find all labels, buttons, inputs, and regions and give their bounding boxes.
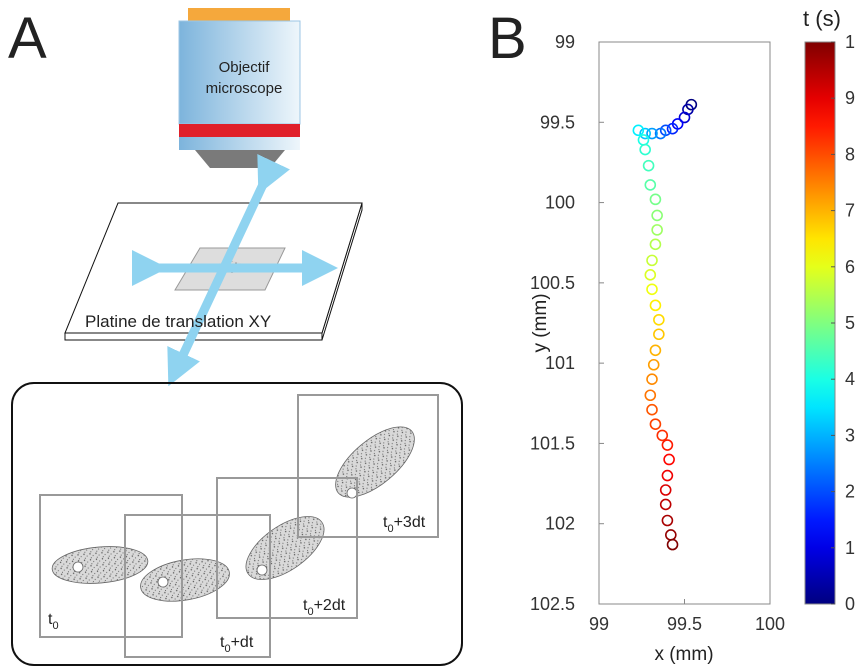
- point: [659, 484, 672, 496]
- point: [654, 127, 667, 140]
- colorbar-tick-label: 0: [845, 594, 855, 614]
- x-tick-label: 100: [755, 614, 785, 634]
- point: [646, 283, 658, 296]
- point: [661, 514, 674, 527]
- y-tick-label: 100: [545, 193, 575, 213]
- frame-t: t: [383, 514, 388, 531]
- objective-label: Objectif: [219, 59, 271, 76]
- colorbar: [804, 41, 836, 605]
- colorbar-tick-label: 10: [845, 32, 855, 52]
- frame-suffix: +3dt: [394, 514, 426, 531]
- point: [649, 238, 662, 251]
- y-tick-label: 102: [545, 514, 575, 534]
- colorbar-tick-label: 6: [845, 257, 855, 277]
- y-tick-label: 101.5: [530, 433, 575, 453]
- point: [644, 269, 657, 281]
- frame-sub: 0: [52, 620, 58, 632]
- frame-label: t0+2dt: [303, 597, 346, 618]
- point: [649, 418, 662, 430]
- colorbar-tick-label: 1: [845, 538, 855, 558]
- point: [646, 403, 658, 416]
- x-tick-label: 99: [589, 614, 609, 634]
- point: [639, 143, 651, 156]
- point: [656, 429, 669, 442]
- point: [651, 209, 663, 222]
- stage-label: Platine de translation XY: [85, 312, 271, 331]
- point: [637, 134, 650, 146]
- point: [644, 179, 657, 191]
- point: [666, 122, 679, 135]
- y-tick-label: 102.5: [530, 594, 575, 614]
- colorbar-tick-label: 8: [845, 144, 855, 164]
- frame-suffix: +dt: [231, 634, 254, 651]
- point: [647, 358, 660, 371]
- point: [651, 224, 663, 236]
- point: [649, 193, 662, 206]
- colorbar-tick-label: 7: [845, 201, 855, 221]
- arrows: [132, 154, 338, 387]
- point: [646, 254, 658, 267]
- point: [646, 127, 658, 140]
- colorbar-title: t (s): [803, 6, 841, 31]
- y-tick-label: 101: [545, 353, 575, 373]
- y-tick-label: 99: [555, 32, 575, 52]
- point: [659, 498, 672, 511]
- x-axis-label: x (mm): [654, 644, 713, 665]
- point: [663, 453, 675, 466]
- frame-sub: 0: [224, 643, 230, 655]
- point: [678, 111, 691, 124]
- point: [653, 328, 665, 341]
- frames: [39, 394, 439, 658]
- frame-sub: 0: [307, 606, 313, 618]
- y-axis-label: y (mm): [530, 293, 551, 352]
- colorbar-tick-label: 4: [845, 369, 855, 389]
- point: [653, 313, 665, 326]
- point: [649, 344, 662, 357]
- point: [644, 389, 657, 402]
- point: [642, 159, 655, 172]
- frame-sub: 0: [387, 523, 393, 535]
- point: [646, 373, 658, 386]
- frame-t: t: [48, 611, 53, 628]
- point: [639, 127, 651, 140]
- colorbar-tick-label: 5: [845, 313, 855, 333]
- point: [665, 529, 677, 541]
- frame-label: t0+dt: [220, 634, 254, 655]
- frame-label: t0+3dt: [383, 514, 426, 535]
- camera-view: [11, 382, 463, 666]
- colorbar-tick-label: 2: [845, 482, 855, 502]
- frame-label: t0: [48, 611, 59, 632]
- point: [661, 439, 674, 451]
- panel-label: B: [488, 6, 527, 71]
- y-tick-label: 100.5: [530, 273, 575, 293]
- x-tick-label: 99.5: [667, 614, 702, 634]
- colorbar-tick-label: 3: [845, 425, 855, 445]
- point: [632, 124, 645, 137]
- frame-suffix: +2dt: [314, 597, 346, 614]
- frame-t: t: [303, 597, 308, 614]
- frame-t: t: [220, 634, 225, 651]
- panel-label: A: [8, 6, 47, 71]
- colorbar-tick-label: 9: [845, 88, 855, 108]
- objective-label: microscope: [206, 80, 283, 97]
- point: [666, 538, 679, 551]
- point: [661, 469, 674, 482]
- y-tick-label: 99.5: [540, 112, 575, 132]
- point: [649, 299, 662, 312]
- cells: [51, 426, 415, 602]
- plot-frame: [598, 41, 771, 605]
